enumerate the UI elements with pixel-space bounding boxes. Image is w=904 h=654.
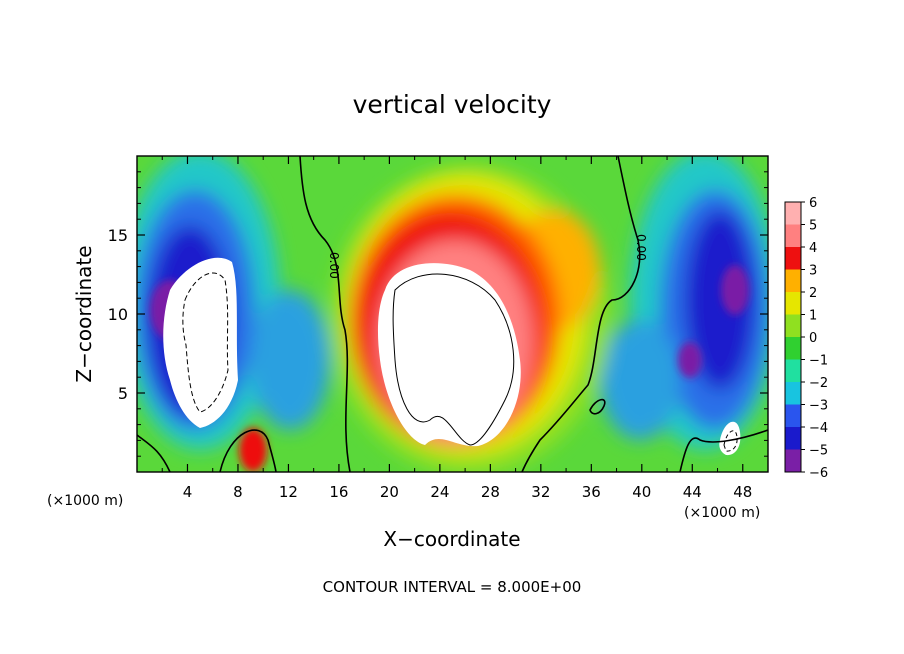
- x-tick-label: 48: [733, 483, 752, 501]
- colorbar-label: 3: [809, 264, 817, 279]
- x-tick-label: 4: [183, 483, 193, 501]
- contour-interval-text: CONTOUR INTERVAL = 8.000E+00: [323, 578, 582, 596]
- white-region-left: [163, 257, 238, 428]
- colorbar-swatch: [785, 337, 801, 360]
- chart-title: vertical velocity: [353, 90, 552, 119]
- colorbar-label: −5: [809, 444, 828, 459]
- colorbar-label: 0: [809, 331, 817, 346]
- x-tick-label: 24: [430, 483, 449, 501]
- y-tick-label: 15: [108, 226, 128, 245]
- x-tick-label: 8: [233, 483, 243, 501]
- x-axis-ticks: 4 8 12 16 20 24 28 32 36 40 44 48: [161, 156, 752, 501]
- colorbar-label: −3: [809, 399, 828, 414]
- zero-contours: [137, 156, 768, 472]
- y-tick-label: 10: [108, 305, 128, 324]
- colorbar-swatch: [785, 202, 801, 225]
- colorbar-swatch: [785, 247, 801, 270]
- colorbar-label: 2: [809, 286, 817, 301]
- white-region-updraft: [377, 263, 521, 447]
- colorbar-label: 5: [809, 219, 817, 234]
- y-axis-label: Z−coordinate: [72, 245, 96, 382]
- colorbar-swatch: [785, 224, 801, 247]
- x-tick-label: 36: [582, 483, 601, 501]
- y-axis-ticks: 5 10 15: [108, 171, 768, 457]
- x-tick-label: 32: [531, 483, 550, 501]
- x-tick-label: 12: [279, 483, 298, 501]
- colorbar-swatch: [785, 427, 801, 450]
- x-tick-label: 40: [632, 483, 651, 501]
- inner-contour: [392, 273, 515, 446]
- colorbar-label: 4: [809, 241, 817, 256]
- y-tick-label: 5: [118, 384, 128, 403]
- x-axis-label: X−coordinate: [383, 527, 520, 551]
- colorbar-label: −6: [809, 466, 828, 481]
- dashed-contour-left: [182, 272, 229, 413]
- colorbar-swatch: [785, 314, 801, 337]
- colorbar: 6 5 4 3 2 1 0 −1 −2 −3 −4 −5 −6: [784, 196, 828, 481]
- x-unit-right: (×1000 m): [684, 505, 760, 521]
- x-tick-label: 16: [329, 483, 348, 501]
- contour-label-left: 0.00: [327, 252, 341, 279]
- colorbar-swatch: [785, 449, 801, 472]
- colorbar-label: −1: [809, 354, 828, 369]
- heatmap-field: 0.00 0.00: [137, 156, 768, 472]
- x-unit-left: (×1000 m): [47, 493, 123, 509]
- colorbar-label: 1: [809, 309, 817, 324]
- colorbar-swatch: [785, 292, 801, 315]
- dashed-contour-right: [723, 430, 738, 452]
- colorbar-swatch: [785, 382, 801, 405]
- x-tick-label: 28: [481, 483, 500, 501]
- contour-label-right: 0.00: [634, 234, 648, 261]
- colorbar-label: 6: [809, 196, 817, 211]
- colorbar-label: −2: [809, 376, 828, 391]
- colorbar-swatch: [785, 269, 801, 292]
- colorbar-swatch: [785, 404, 801, 427]
- colorbar-label: −4: [809, 421, 828, 436]
- x-tick-label: 44: [683, 483, 702, 501]
- x-tick-label: 20: [380, 483, 399, 501]
- colorbar-swatch: [785, 359, 801, 382]
